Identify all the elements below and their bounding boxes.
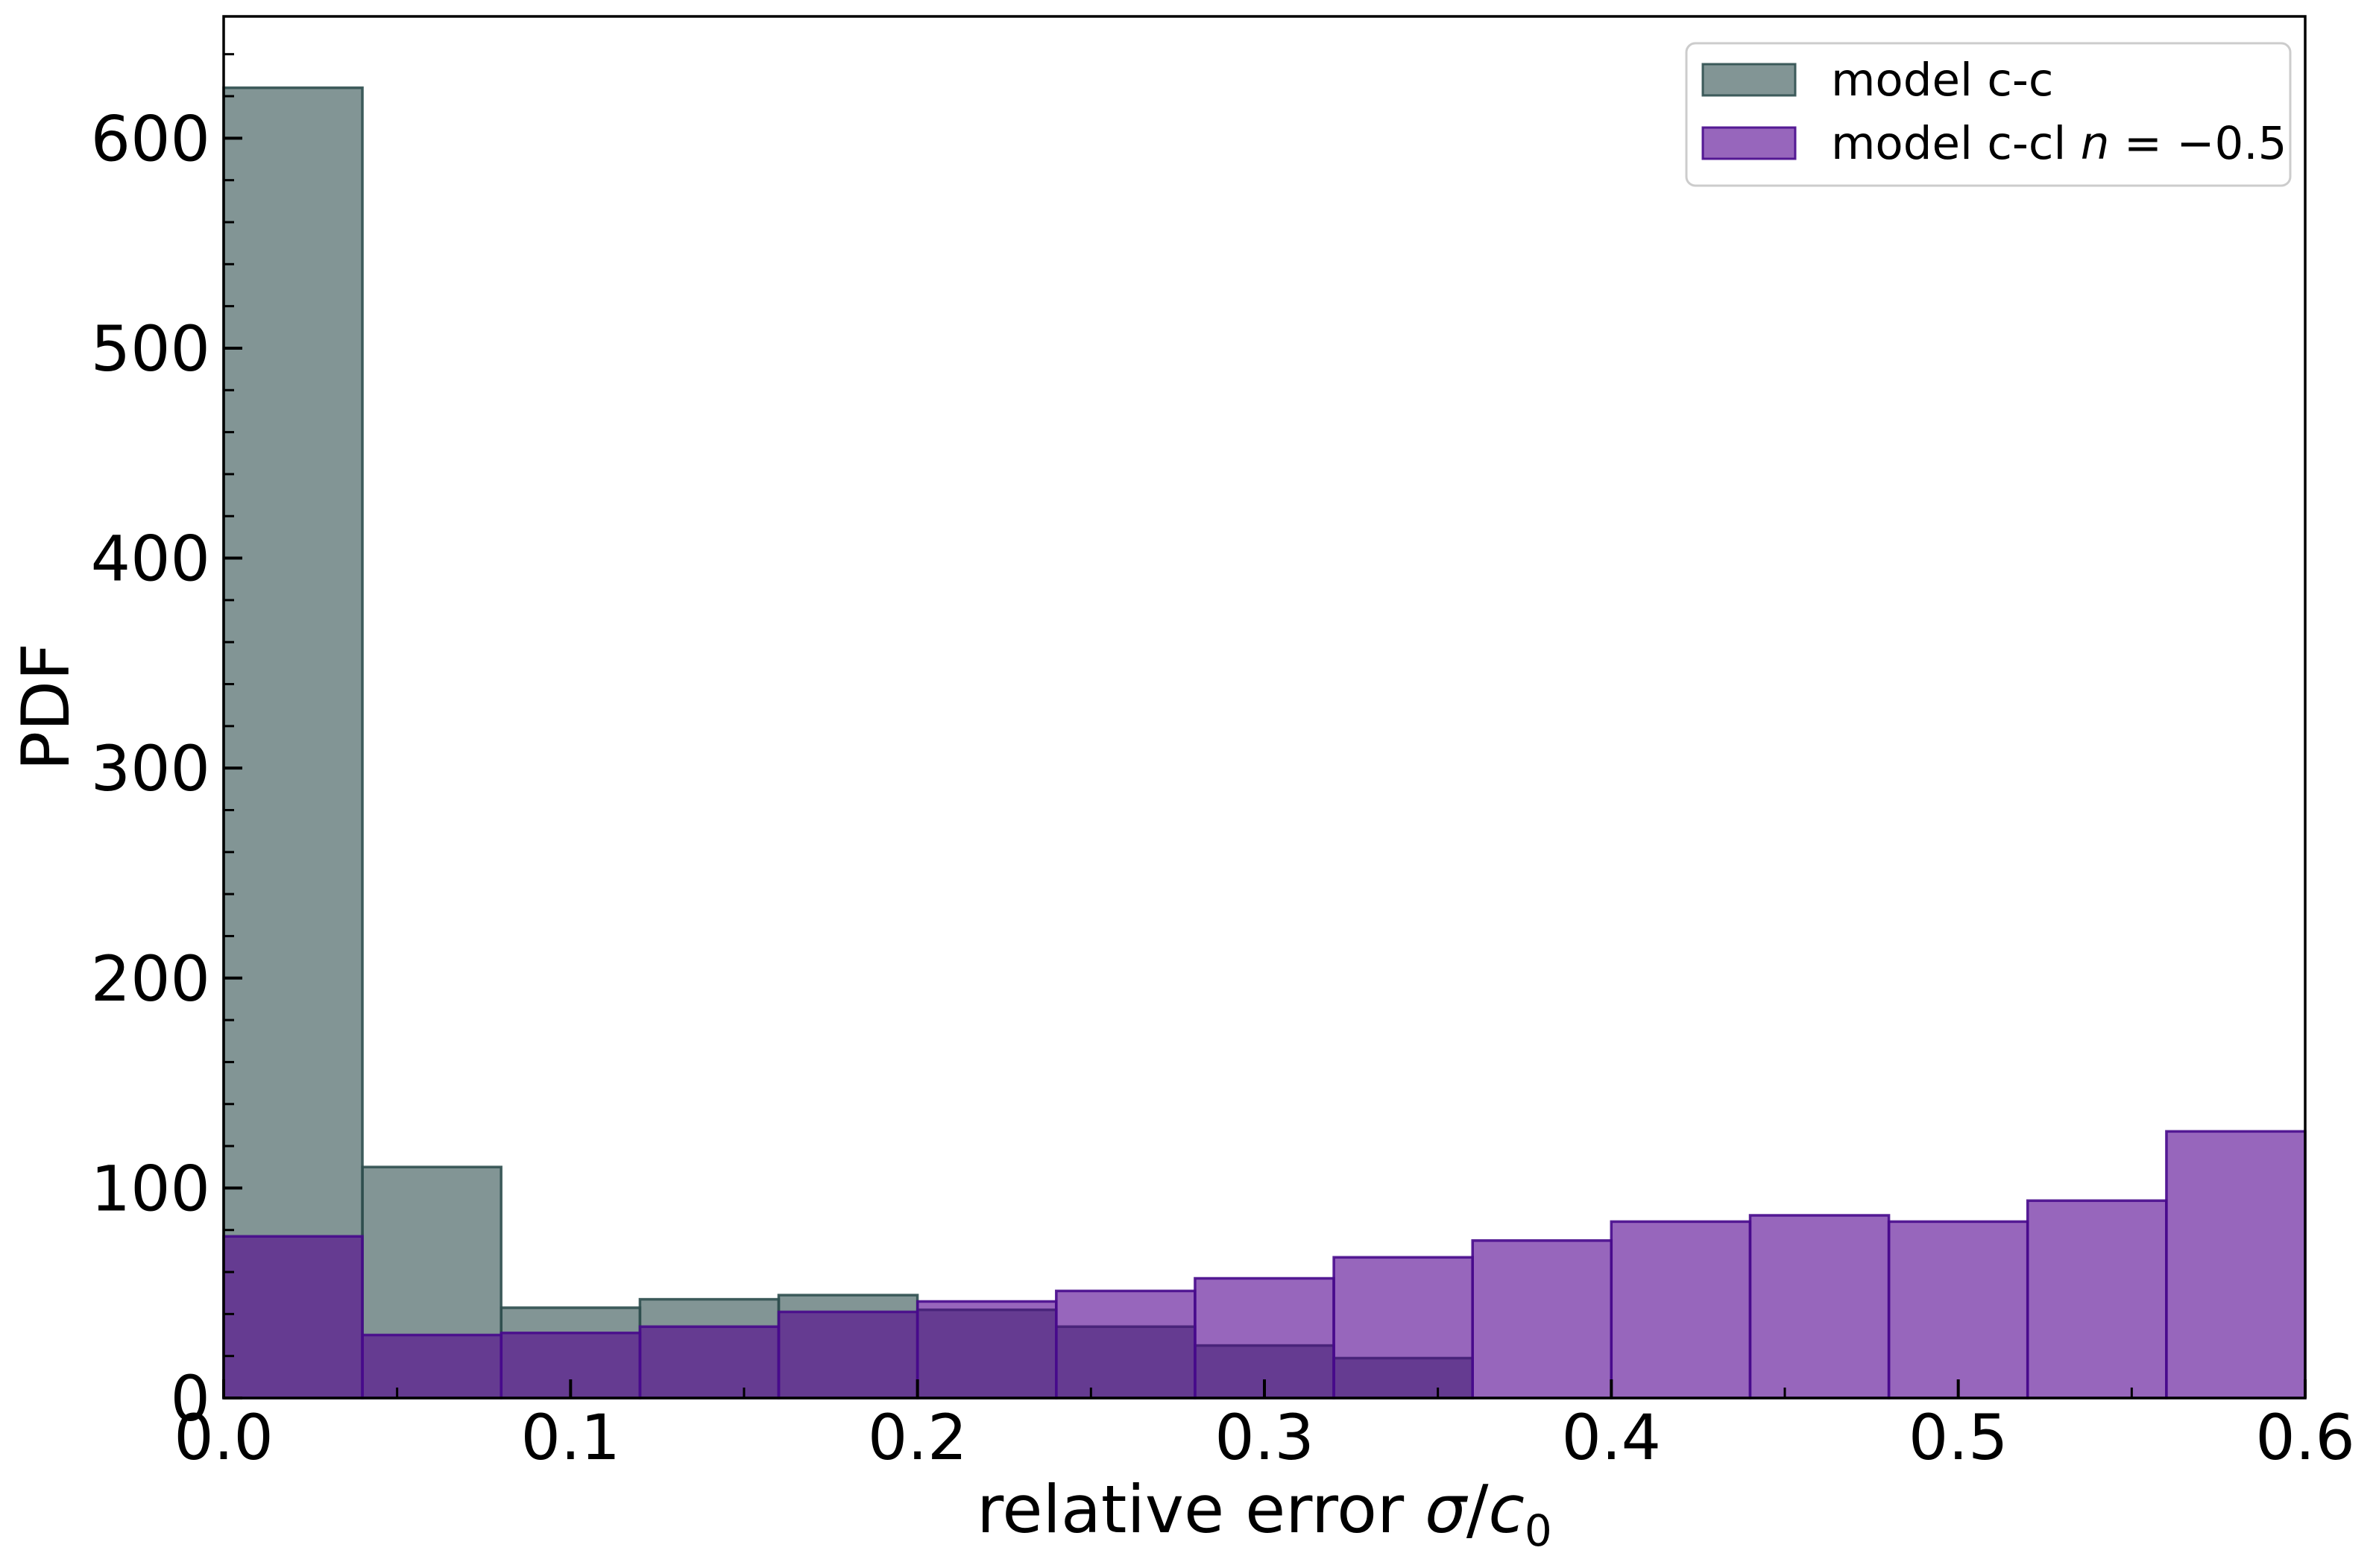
legend-swatch-1 — [1701, 126, 1797, 160]
histogram-bar-purple-14 — [2165, 1130, 2307, 1399]
y-tick-label: 200 — [91, 942, 210, 1016]
histogram-bar-purple-9 — [1471, 1239, 1613, 1399]
histogram-bar-purple-0 — [222, 1235, 364, 1399]
histogram-bar-purple-5 — [916, 1300, 1058, 1399]
x-tick-label: 0.3 — [1214, 1401, 1314, 1474]
axes-layer — [222, 15, 2307, 1399]
histogram-bar-purple-3 — [638, 1325, 781, 1399]
histogram-bar-purple-11 — [1748, 1214, 1891, 1399]
histogram-bar-purple-12 — [1887, 1220, 2029, 1399]
y-axis-label: PDF — [7, 643, 84, 770]
histogram-bar-purple-10 — [1610, 1220, 1752, 1399]
y-tick-label: 500 — [91, 312, 210, 385]
x-tick-label: 0.1 — [521, 1401, 621, 1474]
x-tick-label: 0.5 — [1909, 1401, 2008, 1474]
histogram-bar-purple-7 — [1194, 1276, 1335, 1399]
tick-label-layer: 0.0 0.1 0.2 0.3 0.4 0.5 0.6 0 100 200 300 400 500 600 — [91, 102, 2355, 1474]
x-tick-label: 0.2 — [868, 1401, 968, 1474]
legend-label-1: model c-cl n = −0.5 — [1831, 117, 2287, 170]
y-tick-label: 0 — [171, 1362, 210, 1435]
histogram-bar-purple-13 — [2026, 1199, 2168, 1399]
y-tick-label: 400 — [91, 523, 210, 596]
x-tick-label: 0.0 — [174, 1401, 274, 1474]
histogram-bar-purple-4 — [777, 1310, 919, 1399]
plot-spines — [222, 15, 2307, 1399]
histogram-bar-purple-6 — [1055, 1289, 1197, 1399]
legend-label-0: model c-c — [1831, 54, 2053, 107]
histogram-bar-purple-1 — [361, 1333, 502, 1399]
x-tick-label: 0.4 — [1562, 1401, 1662, 1474]
legend-swatch-0 — [1701, 63, 1797, 97]
legend: model c-c model c-cl n = −0.5 — [1685, 42, 2292, 187]
y-tick-label: 300 — [91, 732, 210, 805]
histogram-bar-purple-8 — [1332, 1256, 1474, 1399]
histogram-bar-gray-0 — [222, 86, 364, 1399]
x-axis-label: relative error σ/c0 — [977, 1471, 1552, 1556]
y-tick-label: 100 — [91, 1152, 210, 1225]
legend-frame — [1685, 42, 2292, 187]
y-tick-label: 600 — [91, 102, 210, 175]
x-tick-label: 0.6 — [2255, 1401, 2355, 1474]
bars-layer — [222, 86, 2307, 1399]
